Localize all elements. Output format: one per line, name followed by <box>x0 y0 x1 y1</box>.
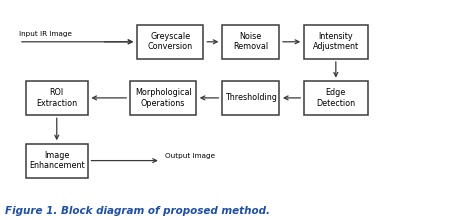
FancyBboxPatch shape <box>304 81 368 115</box>
Text: ROI
Extraction: ROI Extraction <box>36 88 77 108</box>
FancyBboxPatch shape <box>130 81 196 115</box>
Text: Thresholding: Thresholding <box>225 94 277 102</box>
FancyBboxPatch shape <box>137 25 203 59</box>
FancyBboxPatch shape <box>222 81 279 115</box>
Text: Intensity
Adjustment: Intensity Adjustment <box>313 32 359 51</box>
FancyBboxPatch shape <box>304 25 368 59</box>
FancyBboxPatch shape <box>26 81 88 115</box>
Text: Image
Enhancement: Image Enhancement <box>29 151 85 170</box>
Text: Output Image: Output Image <box>165 153 215 159</box>
Text: Edge
Detection: Edge Detection <box>316 88 355 108</box>
Text: Figure 1. Block diagram of proposed method.: Figure 1. Block diagram of proposed meth… <box>5 206 270 216</box>
Text: Noise
Removal: Noise Removal <box>233 32 268 51</box>
FancyBboxPatch shape <box>222 25 279 59</box>
Text: Greyscale
Conversion: Greyscale Conversion <box>148 32 193 51</box>
Text: Morphological
Operations: Morphological Operations <box>135 88 192 108</box>
Text: Input IR Image: Input IR Image <box>19 31 72 37</box>
FancyBboxPatch shape <box>26 143 88 178</box>
